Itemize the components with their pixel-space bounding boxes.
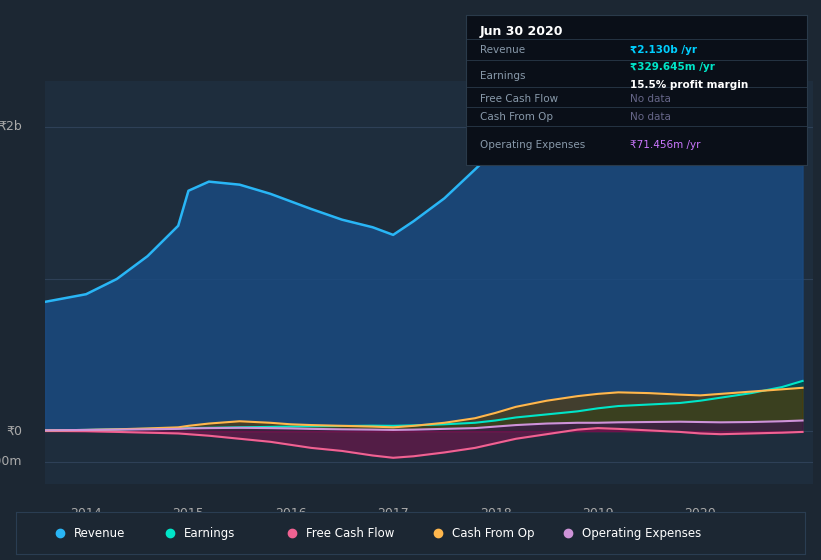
- Text: Free Cash Flow: Free Cash Flow: [480, 94, 558, 104]
- Text: Revenue: Revenue: [74, 527, 126, 540]
- Text: 15.5% profit margin: 15.5% profit margin: [630, 80, 748, 90]
- Text: 2019: 2019: [582, 507, 613, 520]
- Text: Operating Expenses: Operating Expenses: [582, 527, 702, 540]
- Text: 2020: 2020: [685, 507, 716, 520]
- Text: ₹329.645m /yr: ₹329.645m /yr: [630, 62, 715, 72]
- Text: ₹2b: ₹2b: [0, 120, 22, 133]
- Text: Cash From Op: Cash From Op: [480, 113, 553, 123]
- Text: Jun 30 2020: Jun 30 2020: [480, 25, 563, 38]
- Text: ₹71.456m /yr: ₹71.456m /yr: [630, 140, 700, 150]
- Text: Earnings: Earnings: [184, 527, 236, 540]
- Text: Revenue: Revenue: [480, 45, 525, 55]
- Text: 2016: 2016: [275, 507, 306, 520]
- Text: 2015: 2015: [172, 507, 204, 520]
- Text: No data: No data: [630, 113, 671, 123]
- Text: Earnings: Earnings: [480, 71, 525, 81]
- Text: 2018: 2018: [479, 507, 511, 520]
- Text: 2017: 2017: [378, 507, 409, 520]
- Text: -₹200m: -₹200m: [0, 455, 22, 468]
- Text: ₹2.130b /yr: ₹2.130b /yr: [630, 45, 697, 55]
- Text: 2014: 2014: [71, 507, 102, 520]
- Text: Cash From Op: Cash From Op: [452, 527, 534, 540]
- Text: Operating Expenses: Operating Expenses: [480, 140, 585, 150]
- Text: No data: No data: [630, 94, 671, 104]
- Text: Free Cash Flow: Free Cash Flow: [306, 527, 395, 540]
- Text: ₹0: ₹0: [6, 424, 22, 438]
